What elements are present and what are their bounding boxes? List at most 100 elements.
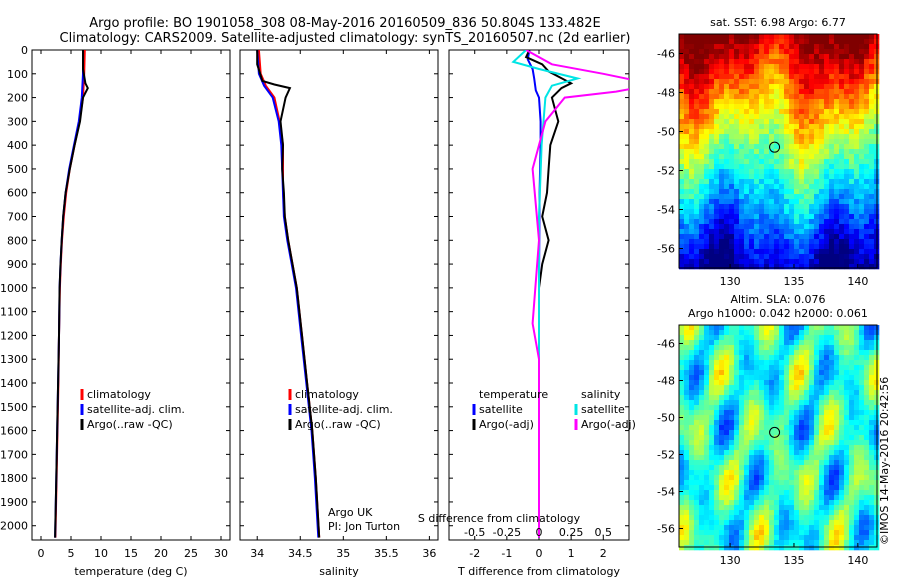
map-cell [809,410,815,416]
map-cell [709,154,715,160]
map-cell [779,209,785,215]
map-cell [739,360,745,366]
map-cell [749,164,755,170]
map-cell [734,355,740,361]
map-cell [724,134,730,140]
map-cell [839,94,845,100]
map-cell [784,114,790,120]
map-cell [854,259,860,265]
y-tick-label: 800 [7,234,28,247]
map-cell [829,89,835,95]
map-cell [764,510,770,516]
map-cell [729,340,735,346]
map-cell [679,159,685,165]
map-cell [749,370,755,376]
map-cell [719,510,725,516]
map-cell [734,239,740,245]
map-cell [864,350,870,356]
map-cell [729,219,735,225]
map-cell [729,84,735,90]
map-cell [684,204,690,210]
map-cell [679,244,685,250]
map-cell [694,360,700,366]
map-cell [824,154,830,160]
map-cell [744,39,750,45]
map-cell [809,239,815,245]
map-cell [764,149,770,155]
map-cell [684,214,690,220]
map-cell [869,119,875,125]
map-cell [699,129,705,135]
map-cell [849,79,855,85]
map-cell [819,184,825,190]
map-cell [794,535,800,541]
map-cell [714,345,720,351]
map-cell [784,254,790,260]
map-cell [754,239,760,245]
map-cell [754,540,760,546]
map-cell [764,350,770,356]
map-cell [809,345,815,351]
map-cell [824,420,830,426]
map-cell [809,370,815,376]
map-cell [689,134,695,140]
map-cell [839,164,845,170]
map-cell [749,515,755,521]
map-cell [779,540,785,546]
map-cell [724,124,730,130]
map-cell [679,194,685,200]
map-cell [729,415,735,421]
map-cell [699,199,705,205]
map-cell [854,159,860,165]
map-cell [849,460,855,466]
map-cell [819,129,825,135]
map-cell [779,350,785,356]
map-cell [839,335,845,341]
map-cell [704,500,710,506]
map-cell [684,475,690,481]
map-cell [804,510,810,516]
map-cell [764,244,770,250]
map-cell [689,470,695,476]
map-cell [704,94,710,100]
map-cell [794,365,800,371]
map-cell [759,244,765,250]
map-cell [824,360,830,366]
map-cell [684,380,690,386]
map-cell [709,540,715,546]
map-cell [824,214,830,220]
map-cell [844,79,850,85]
map-cell [854,179,860,185]
map-cell [689,380,695,386]
map-cell [839,259,845,265]
map-cell [829,114,835,120]
map-cell [814,430,820,436]
map-cell [739,470,745,476]
map-cell [849,264,855,270]
map-cell [764,139,770,145]
map-cell [829,450,835,456]
map-cell [739,119,745,125]
map-cell [854,64,860,70]
map-cell [829,355,835,361]
map-cell [709,194,715,200]
map-cell [724,410,730,416]
map-cell [839,69,845,75]
map-cell [699,470,705,476]
map-cell [864,134,870,140]
map-cell [844,139,850,145]
map-cell [679,54,685,60]
map-cell [769,204,775,210]
map-cell [704,194,710,200]
map-cell [829,445,835,451]
map-cell [824,345,830,351]
map-cell [804,124,810,130]
map-cell [739,515,745,521]
map-cell [714,74,720,80]
map-cell [744,500,750,506]
map-cell [749,144,755,150]
map-cell [789,249,795,255]
map-cell [769,114,775,120]
map-cell [729,34,735,40]
map-cell [769,445,775,451]
